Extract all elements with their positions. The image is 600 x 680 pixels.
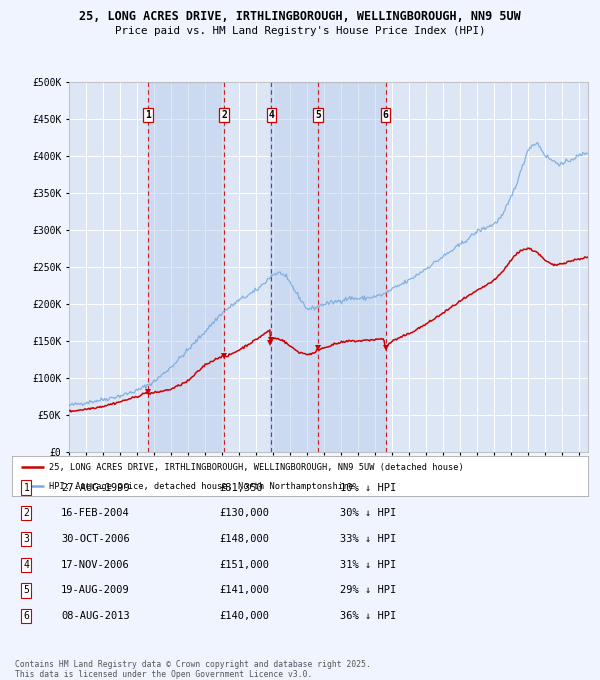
Text: 2: 2 <box>23 508 29 518</box>
Text: 17-NOV-2006: 17-NOV-2006 <box>61 560 130 570</box>
Text: 19-AUG-2009: 19-AUG-2009 <box>61 585 130 596</box>
Bar <box>148 82 224 452</box>
Text: 1: 1 <box>23 483 29 492</box>
Text: 29% ↓ HPI: 29% ↓ HPI <box>340 585 397 596</box>
Text: 36% ↓ HPI: 36% ↓ HPI <box>340 611 397 621</box>
Text: £130,000: £130,000 <box>220 508 269 518</box>
Text: 25, LONG ACRES DRIVE, IRTHLINGBOROUGH, WELLINGBOROUGH, NN9 5UW: 25, LONG ACRES DRIVE, IRTHLINGBOROUGH, W… <box>79 10 521 23</box>
Text: 30% ↓ HPI: 30% ↓ HPI <box>340 508 397 518</box>
Bar <box>318 82 386 452</box>
Text: 4: 4 <box>269 110 274 120</box>
Text: 5: 5 <box>23 585 29 596</box>
Text: £151,000: £151,000 <box>220 560 269 570</box>
Text: HPI: Average price, detached house, North Northamptonshire: HPI: Average price, detached house, Nort… <box>49 481 354 491</box>
Text: 33% ↓ HPI: 33% ↓ HPI <box>340 534 397 544</box>
Text: 08-AUG-2013: 08-AUG-2013 <box>61 611 130 621</box>
Text: 6: 6 <box>383 110 388 120</box>
Text: Contains HM Land Registry data © Crown copyright and database right 2025.
This d: Contains HM Land Registry data © Crown c… <box>15 660 371 679</box>
Text: £140,000: £140,000 <box>220 611 269 621</box>
Text: £148,000: £148,000 <box>220 534 269 544</box>
Text: £81,350: £81,350 <box>220 483 263 492</box>
Text: 2: 2 <box>221 110 227 120</box>
Text: £141,000: £141,000 <box>220 585 269 596</box>
Text: 5: 5 <box>315 110 321 120</box>
Bar <box>271 82 318 452</box>
Text: 16-FEB-2004: 16-FEB-2004 <box>61 508 130 518</box>
Text: 6: 6 <box>23 611 29 621</box>
Text: 10% ↓ HPI: 10% ↓ HPI <box>340 483 397 492</box>
Text: 31% ↓ HPI: 31% ↓ HPI <box>340 560 397 570</box>
Text: 3: 3 <box>23 534 29 544</box>
Text: 1: 1 <box>145 110 151 120</box>
Text: 30-OCT-2006: 30-OCT-2006 <box>61 534 130 544</box>
Text: Price paid vs. HM Land Registry's House Price Index (HPI): Price paid vs. HM Land Registry's House … <box>115 26 485 36</box>
Text: 27-AUG-1999: 27-AUG-1999 <box>61 483 130 492</box>
Text: 25, LONG ACRES DRIVE, IRTHLINGBOROUGH, WELLINGBOROUGH, NN9 5UW (detached house): 25, LONG ACRES DRIVE, IRTHLINGBOROUGH, W… <box>49 462 464 471</box>
Text: 4: 4 <box>23 560 29 570</box>
